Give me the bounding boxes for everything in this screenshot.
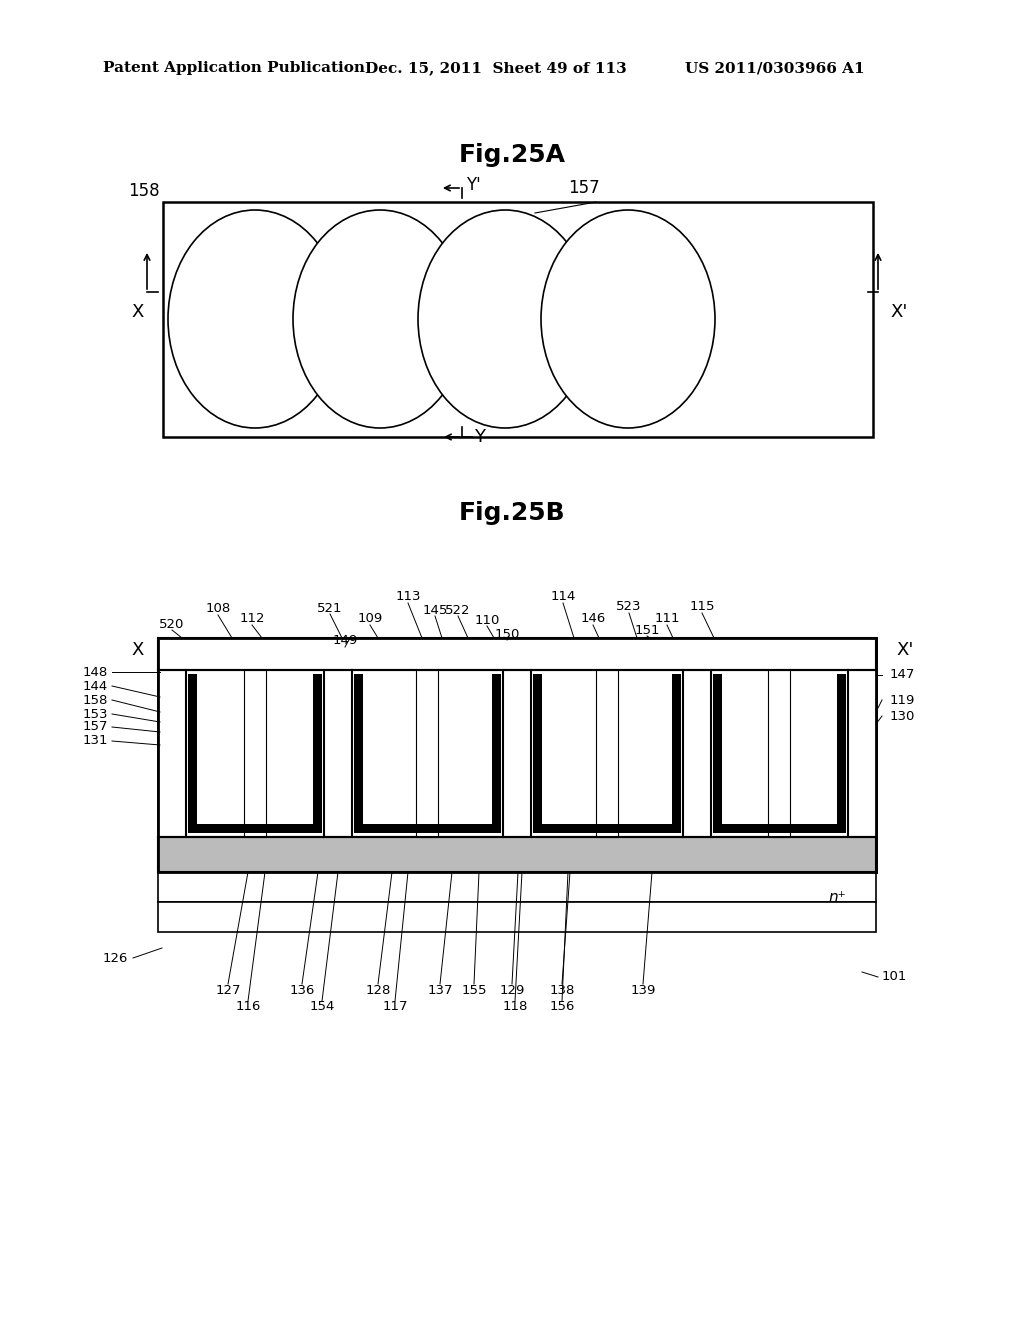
Text: 158: 158 [128,182,160,201]
Bar [188,675,197,833]
Text: 137: 137 [427,983,453,997]
Bar [158,873,876,902]
Text: 108: 108 [206,602,230,615]
Text: 155: 155 [461,983,486,997]
Ellipse shape [418,210,592,428]
Text: 147: 147 [890,668,915,681]
Bar [188,824,322,833]
Text: 151: 151 [634,623,659,636]
Bar [848,671,876,837]
Bar [244,671,266,837]
Text: US 2011/0303966 A1: US 2011/0303966 A1 [685,61,864,75]
Bar [158,638,876,671]
Text: 101: 101 [882,970,907,983]
Bar [158,902,876,932]
Text: n⁺: n⁺ [828,891,846,906]
Bar [416,671,438,837]
Text: X': X' [896,642,913,659]
Text: 154: 154 [309,1001,335,1014]
Text: X: X [132,304,144,321]
Bar [534,824,681,833]
Text: 114: 114 [550,590,575,603]
Bar [353,824,501,833]
Text: 139: 139 [631,983,655,997]
Text: 156: 156 [549,1001,574,1014]
Text: 113: 113 [395,590,421,603]
Text: Fig.25A: Fig.25A [459,143,565,168]
Bar [683,671,711,837]
Text: 116: 116 [236,1001,261,1014]
Text: 148: 148 [83,665,108,678]
Text: Y': Y' [466,176,480,194]
Text: 158: 158 [83,693,108,706]
Text: 131: 131 [83,734,108,747]
Text: 520: 520 [160,618,184,631]
Text: Fig.25B: Fig.25B [459,502,565,525]
Text: 146: 146 [581,612,605,626]
Ellipse shape [541,210,715,428]
Text: 109: 109 [357,612,383,626]
Bar [713,824,846,833]
Bar [596,671,617,837]
Text: 128: 128 [366,983,391,997]
Text: 157: 157 [83,721,108,734]
Bar [312,675,322,833]
Bar [158,671,186,837]
Text: 150: 150 [495,627,520,640]
Text: 136: 136 [290,983,314,997]
Bar [353,675,362,833]
Text: 119: 119 [890,693,915,706]
Text: 115: 115 [689,601,715,614]
Bar [531,671,683,837]
Text: 523: 523 [616,601,642,614]
Bar [503,671,531,837]
Bar [158,638,876,873]
Text: 110: 110 [474,614,500,627]
Bar [534,675,542,833]
Text: 126: 126 [102,952,128,965]
Bar [158,837,876,873]
Bar [158,638,876,671]
Bar [186,671,324,837]
Text: 112: 112 [240,612,265,626]
Text: 153: 153 [83,708,108,721]
Bar [672,675,681,833]
Text: 149: 149 [333,635,357,648]
Text: Dec. 15, 2011  Sheet 49 of 113: Dec. 15, 2011 Sheet 49 of 113 [365,61,627,75]
Text: 117: 117 [382,1001,408,1014]
Bar [837,675,846,833]
Bar [163,202,873,437]
Text: X: X [132,642,144,659]
Text: Patent Application Publication: Patent Application Publication [103,61,365,75]
Text: 157: 157 [568,180,600,197]
Ellipse shape [168,210,342,428]
Bar [324,671,351,837]
Bar [158,638,876,873]
Text: 522: 522 [445,603,471,616]
Ellipse shape [293,210,467,428]
Bar [711,671,848,837]
Text: 521: 521 [317,602,343,615]
Text: 118: 118 [503,1001,527,1014]
Text: 145: 145 [422,603,447,616]
Text: Y: Y [474,428,485,446]
Bar [768,671,791,837]
Bar [158,837,876,873]
Bar [351,671,503,837]
Bar [244,671,266,837]
Text: 127: 127 [215,983,241,997]
Bar [713,675,722,833]
Text: 138: 138 [549,983,574,997]
Bar [596,671,617,837]
Text: 144: 144 [83,680,108,693]
Text: 111: 111 [654,612,680,626]
Text: 130: 130 [890,710,915,722]
Text: X': X' [890,304,907,321]
Bar [416,671,438,837]
Bar [768,671,791,837]
Text: 129: 129 [500,983,524,997]
Bar [492,675,501,833]
